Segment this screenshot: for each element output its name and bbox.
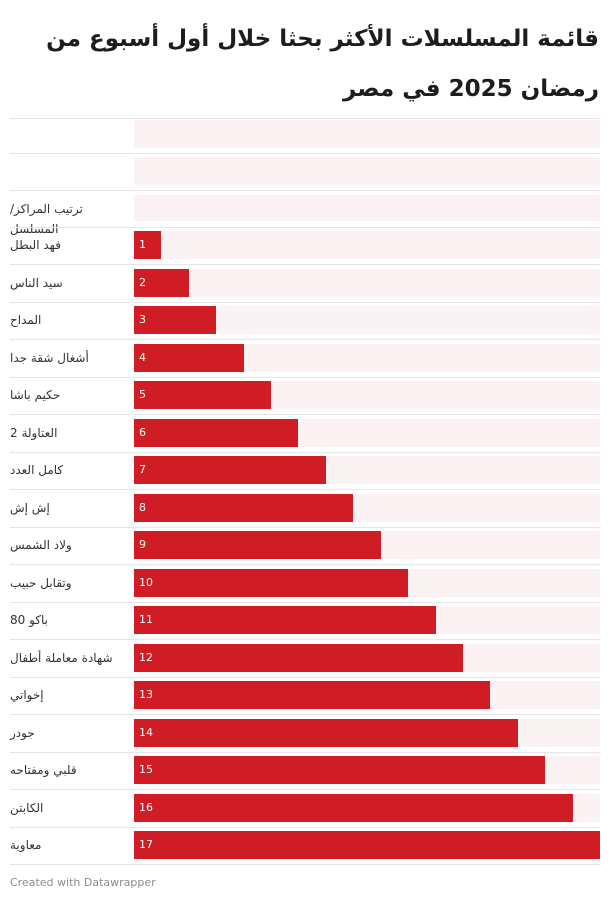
category-label: وتقابل حبيب [10,575,72,590]
bar-value-label: 6 [139,425,146,439]
separator [10,118,601,119]
bar-value-label: 7 [139,463,146,476]
bar [134,456,326,484]
bar [134,306,217,334]
category-label: سيد الناس [10,275,63,290]
bar-value-label: 3 [139,313,146,326]
bar [134,793,573,822]
bar [134,268,189,297]
bar-value-label: 1 [139,238,146,251]
category-label: شهادة معاملة أطفال [10,650,113,665]
category-label: المداح [10,313,42,327]
bar [134,343,244,372]
column-header-label: ترتيب المراكز/ المسلسل [10,202,83,236]
separator [10,414,601,415]
bar [134,643,463,672]
bar-track [134,268,600,297]
separator [10,227,601,228]
category-label: الكابتن [10,800,44,815]
category-label: حكيم باشا [10,388,61,402]
separator [10,451,601,453]
category-label: العتاولة 2 [10,425,58,440]
separator [10,789,601,790]
bar [134,381,272,409]
bar [134,493,354,522]
separator [10,526,601,528]
bar-value-label: 14 [139,725,153,739]
header-track [134,157,600,185]
separator [10,639,601,640]
bar-track [134,231,600,259]
category-label: أشغال شقة جدا [10,350,89,365]
bar-value-label: 13 [139,688,153,701]
separator [10,751,601,753]
bar [134,756,546,784]
bar [134,831,600,859]
separator [10,376,601,378]
separator [10,153,601,154]
category-label: إش إش [10,500,50,515]
separator [10,864,601,865]
bar [134,568,409,597]
category-label: جودر [10,725,35,740]
category-label: معاوية [10,838,42,852]
bar [134,718,518,747]
bar-value-label: 17 [139,838,153,851]
bar [134,231,162,259]
separator [10,826,601,828]
separator [10,301,601,303]
bar [134,681,491,709]
bar-value-label: 15 [139,763,153,776]
bar [134,418,299,447]
category-label: باكو 80 [10,613,49,627]
separator [10,676,601,678]
category-label: إخواتي [10,688,44,702]
bar-value-label: 11 [139,613,153,626]
bar-value-label: 8 [139,500,146,514]
footer-credit: Created with Datawrapper [10,876,156,889]
bar-value-label: 9 [139,538,146,551]
separator [10,339,601,340]
separator [10,190,601,191]
bar [134,531,381,559]
separator [10,489,601,490]
category-label: ولاد الشمس [10,538,72,552]
header-track [134,120,600,148]
separator [10,264,601,265]
bar-value-label: 5 [139,388,146,401]
separator [10,601,601,603]
separator [10,714,601,715]
category-label: كامل العدد [10,463,64,477]
bar-value-label: 12 [139,650,153,664]
bar-value-label: 10 [139,575,153,589]
chart-title: قائمة المسلسلات الأكثر بحثا خلال أول أسب… [46,26,599,102]
bar-value-label: 2 [139,275,146,289]
bar [134,606,436,634]
bar-value-label: 4 [139,350,146,364]
bar-value-label: 16 [139,800,153,814]
header-track [134,195,600,221]
separator [10,564,601,565]
category-label: قلبي ومفتاحه [10,763,77,777]
category-label: فهد البطل [10,238,61,252]
